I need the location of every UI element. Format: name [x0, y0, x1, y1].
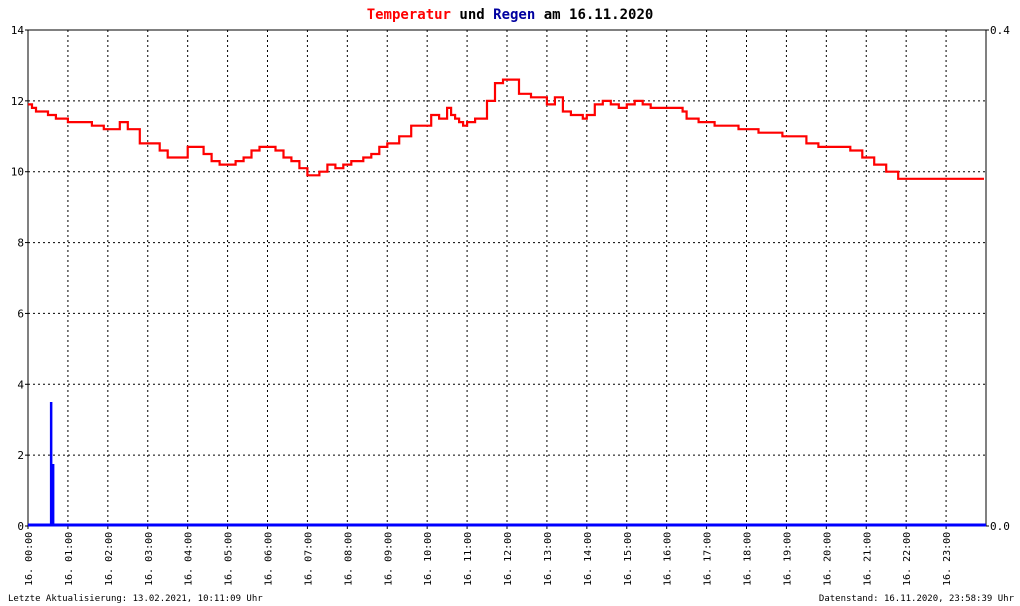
y-left-tick-label: 4: [17, 378, 24, 391]
x-tick-label: 16. 21:00: [862, 532, 873, 586]
x-tick-label: 16. 22:00: [902, 532, 913, 586]
x-tick-label: 16. 20:00: [822, 532, 833, 586]
footer-data-status: Datenstand: 16.11.2020, 23:58:39 Uhr: [819, 594, 1015, 604]
x-tick-label: 16. 02:00: [104, 532, 115, 586]
x-tick-label: 16. 06:00: [264, 532, 275, 586]
x-tick-label: 16. 13:00: [543, 532, 554, 586]
chart-title: Temperatur und Regen am 16.11.2020: [367, 7, 654, 23]
temperature-series-line: [28, 78, 984, 180]
y-left-tick-label: 2: [17, 449, 24, 462]
y-right-tick-label: 0.0: [990, 520, 1010, 533]
title-part-0: Temperatur: [367, 7, 451, 23]
y-axis-left: 0 2 4 6 8 10 12 14: [11, 24, 28, 533]
x-tick-label: 16. 05:00: [224, 532, 235, 586]
grid: [28, 30, 986, 526]
x-tick-label: 16. 11:00: [463, 532, 474, 586]
title-part-1: und: [451, 7, 493, 23]
x-tick-label: 16. 10:00: [423, 532, 434, 586]
x-tick-label: 16. 09:00: [383, 532, 394, 586]
footer-last-update: Letzte Aktualisierung: 13.02.2021, 10:11…: [8, 594, 263, 604]
x-tick-label: 16. 12:00: [503, 532, 514, 586]
y-right-tick-label: 0.4: [990, 24, 1010, 37]
y-left-tick-label: 8: [17, 237, 24, 250]
title-part-3: am 16.11.2020: [535, 7, 653, 23]
y-left-tick-label: 6: [17, 307, 24, 320]
x-tick-label: 16. 16:00: [663, 532, 674, 586]
y-left-tick-label: 0: [17, 520, 24, 533]
x-tick-label: 16. 03:00: [144, 532, 155, 586]
x-tick-label: 16. 14:00: [583, 532, 594, 586]
title-part-2: Regen: [493, 7, 535, 23]
x-tick-label: 16. 07:00: [303, 532, 314, 586]
y-left-tick-label: 10: [11, 166, 24, 179]
x-tick-label: 16. 18:00: [743, 532, 754, 586]
x-tick-label: 16. 15:00: [623, 532, 634, 586]
x-tick-label: 16. 19:00: [782, 532, 793, 586]
rain-series: [49, 402, 55, 526]
x-tick-label: 16. 23:00: [942, 532, 953, 586]
x-tick-label: 16. 04:00: [184, 532, 195, 586]
x-tick-label: 16. 01:00: [64, 532, 75, 586]
y-left-tick-label: 12: [11, 95, 24, 108]
x-tick-label: 16. 00:00: [24, 532, 35, 586]
y-axis-right: 0.0 0.4: [986, 24, 1010, 533]
x-tick-label: 16. 17:00: [703, 532, 714, 586]
x-axis: 16. 00:00 16. 01:00 16. 02:00 16. 03:00 16. …: [24, 526, 953, 586]
y-left-tick-label: 14: [11, 24, 25, 37]
x-tick-label: 16. 08:00: [343, 532, 354, 586]
